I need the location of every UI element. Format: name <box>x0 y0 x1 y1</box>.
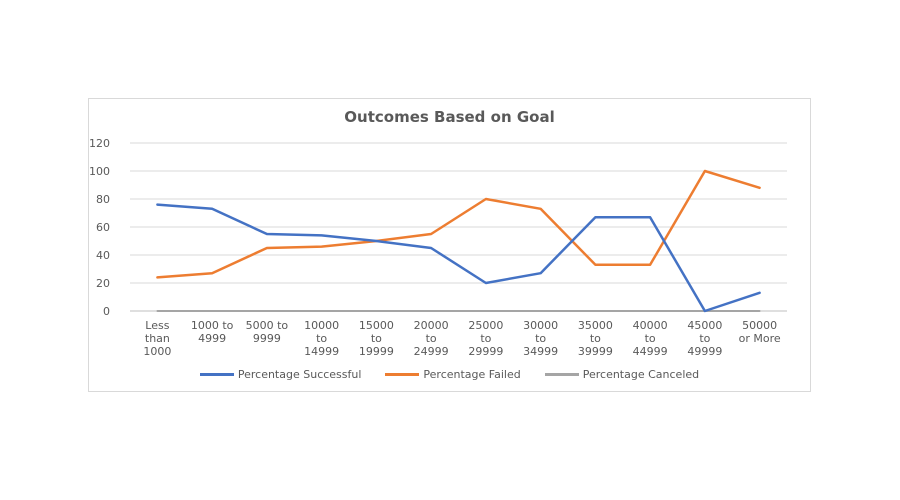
line-chart: 0 20 40 60 80 100 120 Less than 1000 1000 to 4999 50… <box>89 137 787 358</box>
series-line-percentage-failed <box>156 169 761 279</box>
legend-swatch <box>385 373 420 376</box>
x-tick-label: 10000 to 14999 <box>304 319 339 358</box>
y-tick-label: 40 <box>96 249 110 262</box>
x-tick-label: 5000 to 9999 <box>246 319 289 345</box>
legend-label: Percentage Successful <box>237 368 362 381</box>
y-tick-label: 60 <box>96 221 110 234</box>
legend-swatch <box>544 373 579 376</box>
y-tick-label: 80 <box>96 193 110 206</box>
chart-container: Outcomes Based on Goal 0 20 40 60 80 100 120 Le… <box>88 98 811 392</box>
x-tick-label: Less than 1000 <box>143 319 171 358</box>
x-tick-label: 15000 to 19999 <box>359 319 394 358</box>
y-tick-label: 100 <box>89 165 110 178</box>
y-tick-label: 20 <box>96 277 110 290</box>
series-line-percentage-successful <box>156 203 761 313</box>
legend-swatch <box>199 373 234 376</box>
y-tick-label: 0 <box>103 305 110 318</box>
x-tick-label: 30000 to 34999 <box>523 319 558 358</box>
x-tick-label: 35000 to 39999 <box>578 319 613 358</box>
x-tick-label: 25000 to 29999 <box>468 319 503 358</box>
x-tick-label: 20000 to 24999 <box>414 319 449 358</box>
x-tick-label: 50000 or More <box>739 319 781 345</box>
legend-label: Percentage Failed <box>423 368 521 381</box>
legend-item: Percentage Canceled <box>544 368 700 381</box>
y-tick-label: 120 <box>89 137 110 150</box>
legend-item: Percentage Successful <box>199 368 362 381</box>
legend-label: Percentage Canceled <box>582 368 700 381</box>
x-tick-label: 1000 to 4999 <box>191 319 234 345</box>
chart-legend: Percentage Successful Percentage Failed Pe… <box>89 368 810 381</box>
x-tick-label: 45000 to 49999 <box>687 319 722 358</box>
x-tick-label: 40000 to 44999 <box>633 319 668 358</box>
legend-item: Percentage Failed <box>385 368 521 381</box>
chart-title: Outcomes Based on Goal <box>344 108 555 126</box>
